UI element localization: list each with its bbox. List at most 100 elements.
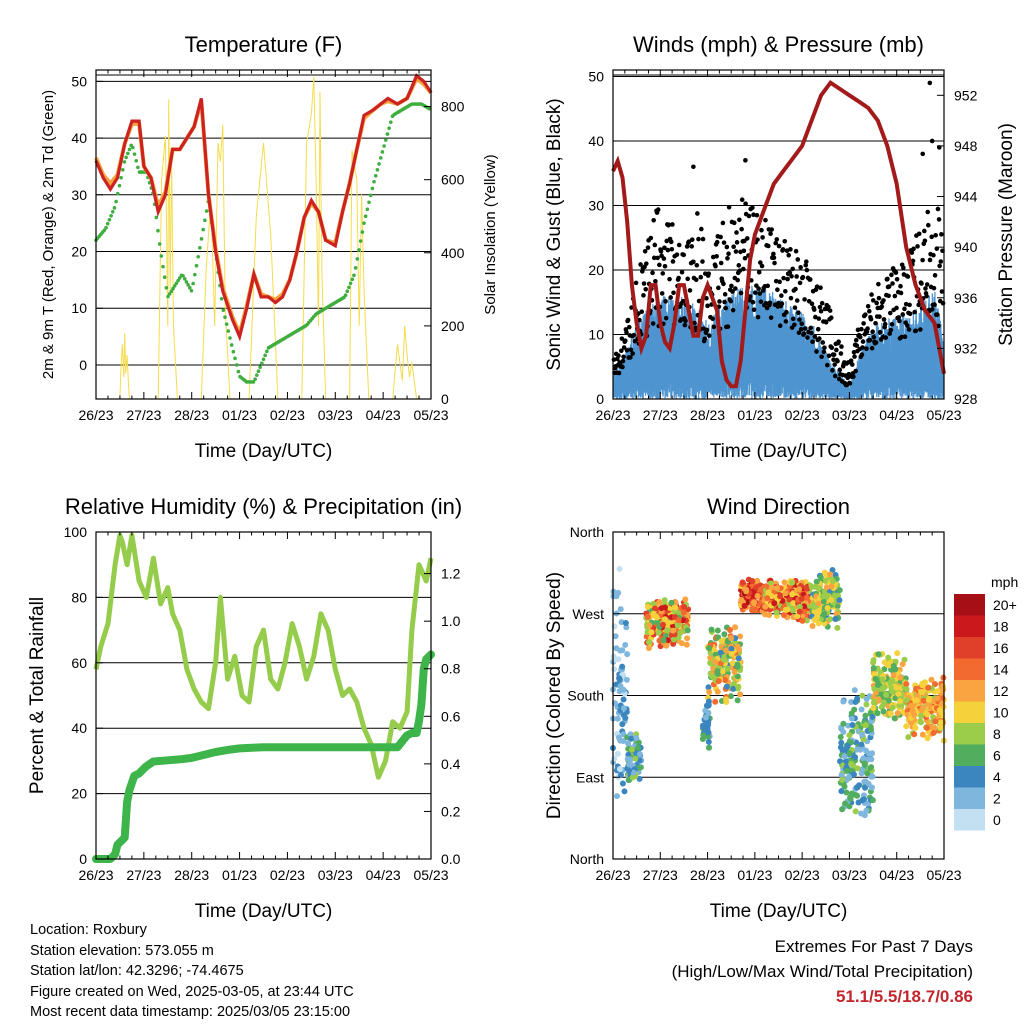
extremes-subtitle: (High/Low/Max Wind/Total Precipitation) xyxy=(671,962,973,981)
gust-point xyxy=(939,232,944,237)
dewpoint-point xyxy=(385,132,390,136)
gust-point xyxy=(839,344,844,349)
direction-point xyxy=(908,702,915,709)
direction-point xyxy=(894,710,901,717)
gust-point xyxy=(796,330,802,336)
gust-point xyxy=(723,305,729,311)
y-axis-right: 0 200 400 600 800 xyxy=(424,99,465,407)
gust-point xyxy=(667,276,672,282)
gust-point xyxy=(725,256,730,261)
direction-point xyxy=(672,604,679,611)
gust-point xyxy=(898,290,904,296)
dewpoint-point xyxy=(122,160,127,164)
humidity-line xyxy=(93,532,434,780)
dewpoint-point xyxy=(355,257,360,261)
gust-point xyxy=(831,352,837,357)
dewpoint-point xyxy=(204,209,209,213)
gust-point xyxy=(633,280,639,286)
colorbar-swatch xyxy=(954,594,985,616)
x-axis-label: Time (Day/UTC) xyxy=(710,901,848,922)
direction-point xyxy=(626,767,633,774)
gust-point xyxy=(790,316,796,322)
gust-point xyxy=(704,327,710,333)
x-tick-label: 04/23 xyxy=(879,407,914,423)
direction-point xyxy=(668,599,675,606)
dewpoint-point xyxy=(188,286,192,290)
gust-point xyxy=(935,312,940,317)
direction-point xyxy=(751,600,758,607)
gust-point xyxy=(938,259,944,264)
gust-point xyxy=(922,238,928,244)
gust-point xyxy=(659,291,665,296)
gust-point xyxy=(752,290,758,295)
direction-point xyxy=(683,641,690,648)
extremes-values: 51.1/5.5/18.7/0.86 xyxy=(835,987,973,1006)
colorbar-swatch xyxy=(954,658,985,680)
dewpoint-point xyxy=(134,158,138,163)
y-right-tick-label: 0.0 xyxy=(441,851,461,867)
dewpoint-point xyxy=(348,281,353,286)
dewpoint-point xyxy=(171,286,175,291)
direction-point xyxy=(730,685,737,692)
direction-point xyxy=(869,797,876,804)
y-tick-label: 40 xyxy=(71,130,87,146)
gust-point xyxy=(620,358,626,364)
dewpoint-point xyxy=(172,284,177,288)
gust-point xyxy=(901,265,906,271)
direction-point xyxy=(739,579,746,586)
y-axis: 0 10 20 30 40 50 xyxy=(71,73,103,373)
dewpoint-point xyxy=(156,228,160,233)
dewpoint-point xyxy=(114,199,118,204)
gust-point xyxy=(792,305,798,310)
dewpoint-point xyxy=(219,296,224,301)
direction-point xyxy=(619,721,626,728)
x-tick-label: 26/23 xyxy=(595,407,630,423)
direction-point xyxy=(781,579,788,586)
gust-point xyxy=(670,259,676,264)
colorbar-swatch xyxy=(954,701,985,723)
gust-point xyxy=(898,283,903,289)
direction-point xyxy=(918,712,925,719)
gust-point xyxy=(838,351,844,356)
gust-point xyxy=(651,217,656,223)
direction-point xyxy=(743,588,750,595)
direction-point xyxy=(838,739,845,746)
direction-point xyxy=(937,719,944,726)
x-axis: 26/23 27/23 28/23 01/23 02/23 03/23 04/23 05/23 xyxy=(595,532,962,883)
gust-point xyxy=(905,274,911,279)
dewpoint-point xyxy=(263,353,267,358)
dewpoint-point xyxy=(126,151,130,156)
direction-point xyxy=(848,698,855,705)
direction-point xyxy=(815,600,822,607)
station-pressure-line xyxy=(611,79,946,389)
direction-point xyxy=(614,715,621,722)
direction-point xyxy=(771,600,778,607)
gust-point xyxy=(800,274,806,280)
gust-point xyxy=(871,334,877,340)
direction-point xyxy=(728,635,735,642)
dewpoint-point xyxy=(104,225,108,230)
gust-point xyxy=(785,276,790,282)
gust-point xyxy=(739,197,745,203)
y-tick-label: North xyxy=(570,524,604,540)
gust-point xyxy=(651,255,657,261)
direction-point xyxy=(734,673,741,680)
gust-point xyxy=(894,305,899,311)
gust-point xyxy=(783,288,788,294)
gust-point xyxy=(795,257,801,262)
dewpoint-point xyxy=(115,191,120,196)
gust-point xyxy=(794,274,799,279)
chart-title: Temperature (F) xyxy=(185,32,343,57)
direction-point xyxy=(706,689,713,696)
direction-point xyxy=(705,698,712,705)
dewpoint-point xyxy=(181,274,185,278)
direction-point xyxy=(784,606,791,613)
y-axis: 0 20 40 60 80 100 xyxy=(64,524,103,867)
colorbar-swatch xyxy=(954,615,985,637)
gust-point xyxy=(859,352,865,357)
plot-area xyxy=(94,73,433,400)
direction-point xyxy=(913,697,920,704)
gust-point xyxy=(786,252,792,258)
direction-point xyxy=(846,750,853,757)
x-axis: 26/23 27/23 28/23 01/23 02/23 03/23 04/23 05/23 xyxy=(78,532,449,883)
